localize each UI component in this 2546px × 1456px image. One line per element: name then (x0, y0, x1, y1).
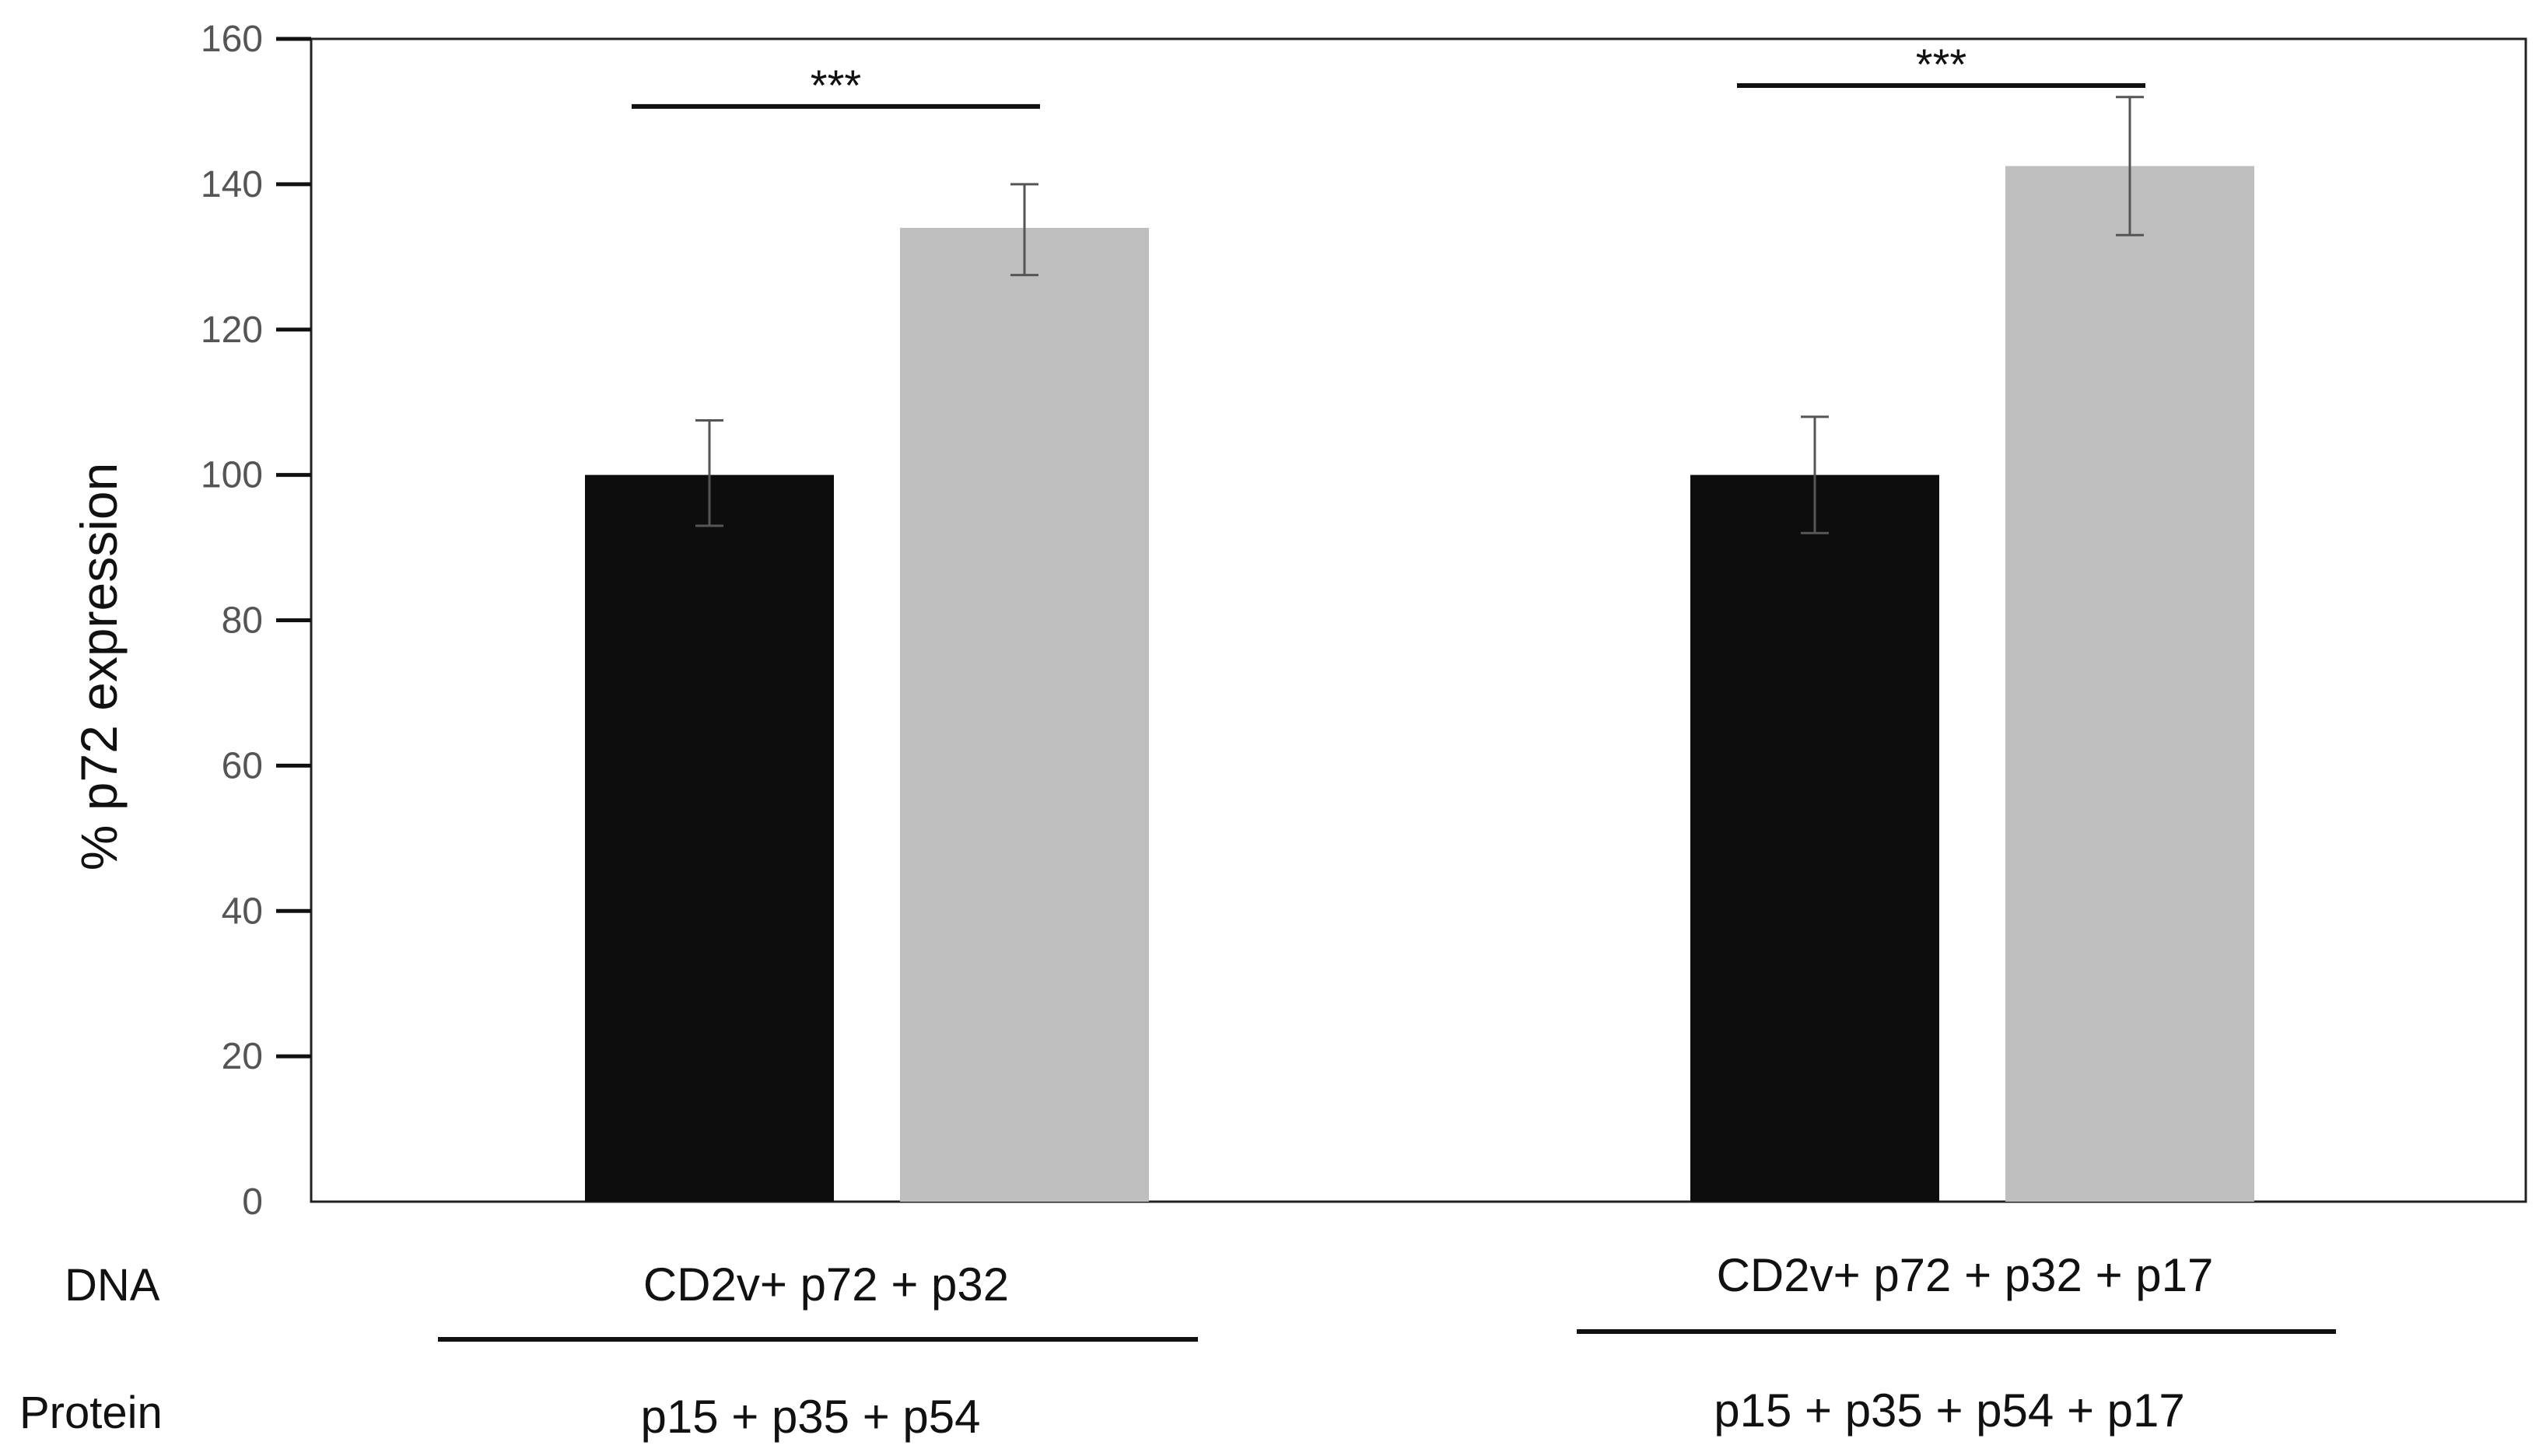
bar (2005, 166, 2254, 1202)
significance-label: *** (811, 61, 861, 110)
protein-row-label: Protein (19, 1388, 163, 1438)
y-tick-label: 20 (222, 1036, 263, 1077)
y-tick-label: 160 (201, 19, 263, 60)
bar (1690, 474, 1939, 1202)
protein-group-label: p15 + p35 + p54 + p17 (1714, 1384, 2185, 1437)
y-axis: 0 20 40 60 80 100 120 140 160 (201, 19, 311, 1223)
significance-markers: *** *** (632, 40, 2145, 110)
protein-group-label: p15 + p35 + p54 (640, 1391, 980, 1443)
y-axis-title: % p72 expression (70, 463, 128, 871)
bar (585, 474, 834, 1202)
dna-group-label: CD2v+ p72 + p32 (643, 1258, 1009, 1311)
bars (585, 166, 2254, 1202)
y-tick-label: 80 (222, 600, 263, 642)
error-bars (695, 96, 2144, 534)
y-tick-label: 140 (201, 164, 263, 205)
significance-label: *** (1916, 40, 1966, 89)
y-tick-label: 100 (201, 455, 263, 496)
y-tick-label: 60 (222, 745, 263, 786)
bar (900, 227, 1149, 1202)
dna-row-label: DNA (65, 1260, 160, 1311)
y-tick-label: 0 (242, 1181, 263, 1223)
x-axis-labels: CD2v+ p72 + p32 p15 + p35 + p54 CD2v+ p72 … (438, 1249, 2336, 1443)
dna-group-label: CD2v+ p72 + p32 + p17 (1717, 1249, 2214, 1301)
y-tick-label: 120 (201, 310, 263, 351)
y-tick-label: 40 (222, 891, 263, 932)
